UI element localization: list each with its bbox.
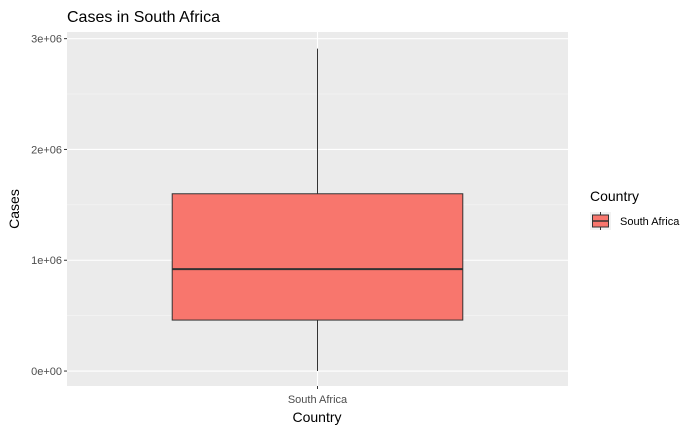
x-tick-label: South Africa (288, 394, 348, 406)
legend-title: Country (590, 188, 639, 204)
legend-label: South Africa (620, 216, 680, 228)
x-axis: South Africa (288, 386, 348, 406)
box-series (171, 48, 464, 372)
box-iqr (171, 193, 464, 321)
y-tick-label: 3e+06 (31, 34, 62, 46)
y-axis-title: Cases (6, 189, 22, 229)
legend: Country South Africa (590, 188, 680, 230)
y-axis: 0e+00 1e+06 2e+06 3e+06 (31, 34, 67, 378)
y-tick-label: 2e+06 (31, 144, 62, 156)
y-tick-label: 0e+00 (31, 366, 62, 378)
y-tick-label: 1e+06 (31, 255, 62, 267)
x-axis-title: Country (292, 409, 341, 425)
chart-title: Cases in South Africa (67, 9, 220, 26)
